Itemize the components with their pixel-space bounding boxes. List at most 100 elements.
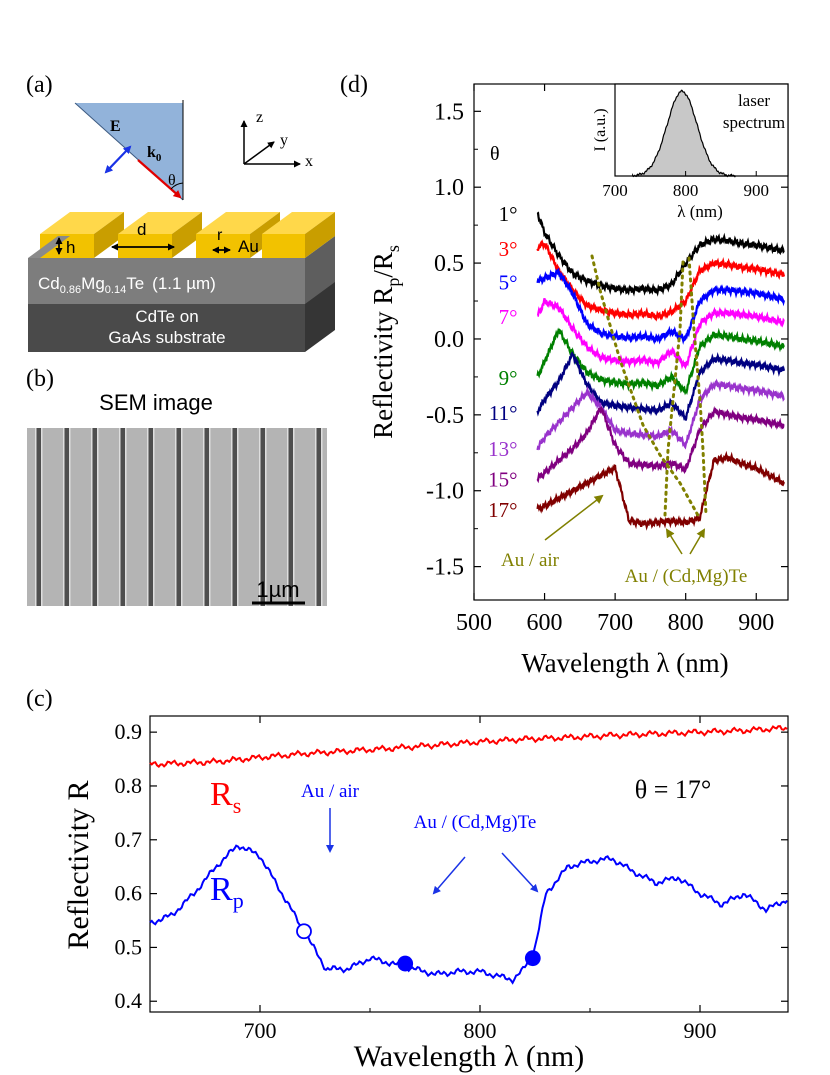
au-air-guide: [590, 254, 702, 521]
au-cdmgte-guide-1: [663, 260, 685, 517]
d-xtick-label: 800: [668, 610, 704, 636]
substrate-front: [28, 302, 305, 352]
d-xtick-label: 500: [456, 610, 492, 636]
gold-stripes: [40, 212, 335, 258]
au-cdmgte-label-d: Au / (Cd,Mg)Te: [625, 566, 748, 587]
laser-spectrum-inset: 700 800 900 laser spectrum λ (nm) I (a.u.): [592, 83, 789, 221]
d-ytick-label: 1.5: [434, 99, 464, 125]
k-vector-arrow: [137, 159, 182, 199]
axis-x-label: x: [305, 153, 313, 170]
c-xtick-label: 800: [464, 1018, 497, 1043]
panel-c-label: (c): [26, 686, 53, 712]
substrate-label-line1: CdTe on: [135, 307, 198, 326]
panel-a-label: (a): [26, 72, 53, 98]
d-ytick-label: 0.5: [434, 251, 464, 277]
scalebar-label: 1µm: [256, 577, 299, 602]
d-xtick-label: 700: [597, 610, 633, 636]
d-ytick-label: -1.0: [426, 479, 464, 505]
au-air-label-d: Au / air: [501, 550, 560, 571]
inset-spectrum: [632, 89, 736, 178]
e-field-label: E: [110, 118, 121, 135]
inset-title-line1: laser: [738, 91, 770, 110]
au-air-label-c: Au / air: [301, 781, 360, 802]
inset-title-line2: spectrum: [723, 113, 785, 132]
k-label: k0: [147, 144, 162, 164]
panel-d-label: (d): [340, 72, 368, 98]
d-series-17deg: [536, 450, 786, 531]
au-cdmgte-arrow-2: [689, 528, 706, 555]
au-air-arrow: [544, 494, 604, 541]
axis-z-label: z: [256, 109, 263, 126]
c-ytick-label: 0.4: [115, 988, 143, 1013]
plot-c-frame: [149, 715, 789, 1013]
open-marker: [296, 923, 312, 940]
panel-a: (a): [26, 72, 335, 352]
d-series-7deg: [536, 297, 785, 371]
plot-d-angle-labels: 1° 3° 5° 7° 9° 11° 13° 15° 17°: [488, 202, 517, 522]
inset-xtick-label: 800: [673, 181, 699, 200]
d-ytick-label: 1.0: [434, 175, 464, 201]
au-cdmgte-arrow-c2: [501, 852, 539, 893]
angle-label-1deg: 1°: [499, 202, 518, 226]
angle-label-3deg: 3°: [499, 237, 518, 261]
theta-17-label: θ = 17°: [635, 775, 712, 804]
sem-title: SEM image: [99, 390, 213, 415]
theta-arc: [170, 182, 184, 190]
rp-label: Rp: [210, 871, 244, 913]
plot-c-markers: [296, 923, 541, 972]
plot-c-series: [149, 725, 788, 985]
d-series-13deg: [536, 378, 785, 451]
c-xtick-label: 700: [244, 1018, 277, 1043]
d-xtick-label: 900: [738, 610, 774, 636]
angle-label-15deg: 15°: [488, 468, 517, 492]
plot-c-ylabel: Reflectivity R: [62, 780, 95, 949]
sem-image: [27, 428, 327, 606]
plot-d-series: [536, 211, 786, 531]
plot-c-ticks: 700 800 900 0.4 0.5 0.6 0.7 0.8 0.9: [115, 716, 788, 1043]
c-ytick-label: 0.6: [115, 881, 143, 906]
c-ytick-label: 0.7: [115, 827, 143, 852]
axis-y-label: y: [280, 132, 288, 149]
d-xtick-label: 600: [527, 610, 563, 636]
d-ytick-label: -0.5: [426, 403, 464, 429]
d-ytick-label: 0.0: [434, 327, 464, 353]
c-xtick-label: 900: [684, 1018, 717, 1043]
plot-d-xlabel: Wavelength λ (nm): [521, 648, 728, 678]
angle-label-9deg: 9°: [499, 366, 518, 390]
c-ytick-label: 0.5: [115, 934, 143, 959]
axes-icon: z y x: [240, 109, 313, 170]
cdmgte-side: [305, 236, 335, 304]
d-series-15deg: [536, 405, 785, 484]
inset-xtick-label: 900: [743, 181, 769, 200]
rs-label: Rs: [210, 776, 241, 818]
cdmgte-label: Cd0.86Mg0.14Te (1.1 µm): [38, 274, 216, 296]
panel-b-label: (b): [26, 366, 54, 392]
angle-label-17deg: 17°: [488, 498, 517, 522]
dim-h-label: h: [66, 238, 75, 257]
au-label: Au: [238, 237, 259, 256]
cdmgte-front: [28, 258, 305, 304]
panel-b: (b) SEM image 1µm: [26, 366, 327, 606]
angle-label-11deg: 11°: [489, 401, 518, 425]
c-ytick-label: 0.9: [115, 719, 143, 744]
d-series-11deg: [536, 351, 786, 421]
theta-label: θ: [168, 172, 176, 189]
au-cdmgte-arrow-1: [665, 528, 683, 555]
inset-xtick-label: 700: [602, 181, 628, 200]
au-cdmgte-arrow-c1: [432, 856, 466, 895]
layer-stack: h d r Au Cd0.86Mg0.14Te (1.1 µm) CdTe on …: [28, 212, 335, 352]
au-cdmgte-label-c: Au / (Cd,Mg)Te: [414, 812, 537, 833]
angle-label-13deg: 13°: [488, 437, 517, 461]
plot-c-xlabel: Wavelength λ (nm): [354, 1040, 584, 1073]
inset-ticks: 700 800 900: [602, 171, 769, 200]
d-series-5deg: [536, 267, 786, 345]
d-series-1deg: [536, 211, 785, 297]
inset-ylabel: I (a.u.): [592, 108, 609, 151]
dim-r-label: r: [217, 227, 223, 244]
d-series-9deg: [536, 327, 785, 396]
c-series-rs: [149, 725, 788, 768]
d-ytick-label: -1.5: [426, 555, 464, 581]
plot-d-ticks: 500 600 700 800 900 -1.5 -1.0 -0.5 0.0 0.5 1.0 1.5: [426, 84, 788, 636]
